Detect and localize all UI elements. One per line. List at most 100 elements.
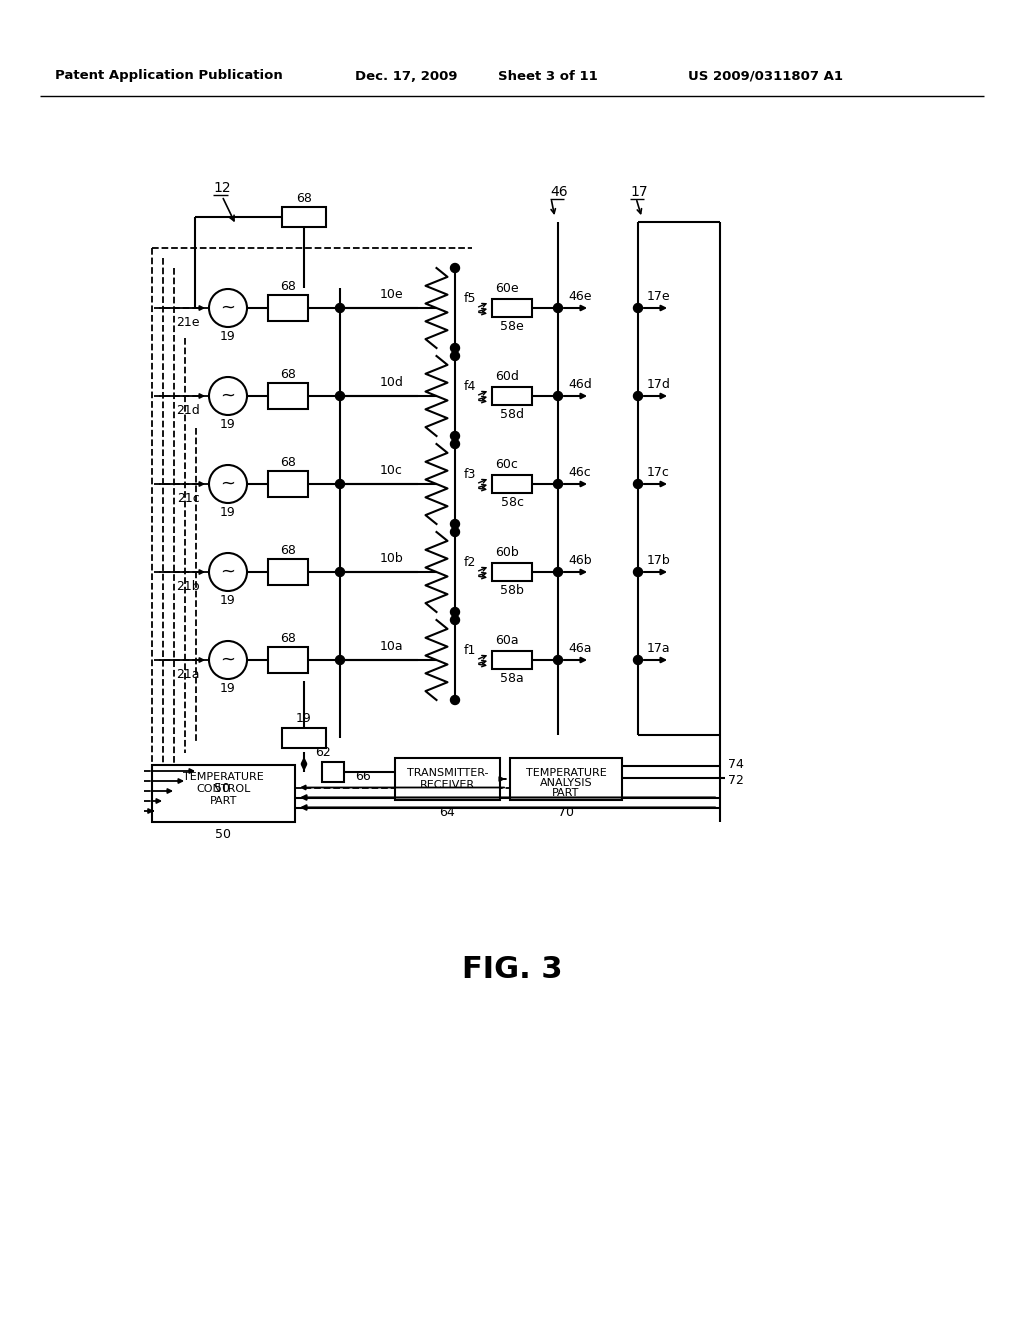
Text: 60d: 60d <box>495 371 519 384</box>
Text: 64: 64 <box>439 805 456 818</box>
Circle shape <box>554 392 562 400</box>
Text: 19: 19 <box>296 713 312 726</box>
Text: 68: 68 <box>280 544 296 557</box>
Circle shape <box>634 656 642 664</box>
Text: ~: ~ <box>220 387 236 405</box>
Bar <box>492 651 532 669</box>
Text: 58e: 58e <box>500 321 524 334</box>
Bar <box>492 387 532 405</box>
Text: 46a: 46a <box>568 642 592 655</box>
Text: 58d: 58d <box>500 408 524 421</box>
Text: RECEIVER: RECEIVER <box>420 780 475 789</box>
Text: 62: 62 <box>315 746 331 759</box>
Circle shape <box>451 615 460 624</box>
Text: 50: 50 <box>215 828 231 841</box>
Text: TEMPERATURE: TEMPERATURE <box>525 768 606 777</box>
Text: 10c: 10c <box>380 463 402 477</box>
Text: 12: 12 <box>213 181 230 195</box>
Text: f4: f4 <box>464 380 476 392</box>
Text: 68: 68 <box>280 455 296 469</box>
Circle shape <box>451 440 460 449</box>
Text: 60e: 60e <box>496 282 519 296</box>
Bar <box>492 300 532 317</box>
Bar <box>492 475 532 492</box>
Circle shape <box>554 656 562 664</box>
Bar <box>268 294 308 321</box>
Text: 19: 19 <box>220 330 236 342</box>
Text: 46c: 46c <box>568 466 591 479</box>
Text: 21c: 21c <box>177 491 200 504</box>
Text: TRANSMITTER-: TRANSMITTER- <box>407 768 488 777</box>
Text: 17c: 17c <box>647 466 670 479</box>
Text: US 2009/0311807 A1: US 2009/0311807 A1 <box>688 70 843 82</box>
Bar <box>152 766 295 822</box>
Text: 19: 19 <box>220 506 236 519</box>
Text: ~: ~ <box>220 475 236 492</box>
Text: f1: f1 <box>464 644 476 656</box>
Circle shape <box>336 568 344 577</box>
Text: 10b: 10b <box>380 552 403 565</box>
Circle shape <box>451 432 460 441</box>
Text: FIG. 3: FIG. 3 <box>462 956 562 985</box>
Text: 60c: 60c <box>496 458 518 471</box>
Text: 68: 68 <box>280 280 296 293</box>
Text: f2: f2 <box>464 556 476 569</box>
Text: 60b: 60b <box>496 546 519 560</box>
Circle shape <box>451 520 460 528</box>
Text: f5: f5 <box>464 292 476 305</box>
Text: ~: ~ <box>220 300 236 317</box>
Text: ~: ~ <box>220 651 236 669</box>
Text: Dec. 17, 2009: Dec. 17, 2009 <box>355 70 458 82</box>
Text: 19: 19 <box>220 681 236 694</box>
Text: 46e: 46e <box>568 289 592 302</box>
Text: 21e: 21e <box>176 315 200 329</box>
Circle shape <box>451 264 460 272</box>
Text: ANALYSIS: ANALYSIS <box>540 777 592 788</box>
Text: 19: 19 <box>220 417 236 430</box>
Bar <box>492 564 532 581</box>
Text: 19: 19 <box>220 594 236 606</box>
Text: PART: PART <box>210 796 238 807</box>
Bar <box>395 758 500 800</box>
Text: Sheet 3 of 11: Sheet 3 of 11 <box>498 70 598 82</box>
Circle shape <box>336 304 344 313</box>
Text: 10e: 10e <box>380 288 403 301</box>
Text: 46d: 46d <box>568 378 592 391</box>
Text: 58b: 58b <box>500 585 524 598</box>
Text: 10d: 10d <box>380 375 403 388</box>
Text: 21b: 21b <box>176 579 200 593</box>
Circle shape <box>336 392 344 400</box>
Text: 58c: 58c <box>501 496 523 510</box>
Text: 10a: 10a <box>380 639 403 652</box>
Text: 50: 50 <box>214 781 230 795</box>
Text: 17: 17 <box>630 185 647 199</box>
Circle shape <box>336 656 344 664</box>
Text: 21d: 21d <box>176 404 200 417</box>
Circle shape <box>554 304 562 313</box>
Text: ~: ~ <box>220 564 236 581</box>
Circle shape <box>451 351 460 360</box>
Circle shape <box>336 479 344 488</box>
Text: 21a: 21a <box>176 668 200 681</box>
Text: Patent Application Publication: Patent Application Publication <box>55 70 283 82</box>
Text: 72: 72 <box>728 774 743 787</box>
Circle shape <box>634 479 642 488</box>
Text: 58a: 58a <box>500 672 524 685</box>
Bar <box>510 758 622 800</box>
Bar <box>282 729 326 748</box>
Text: 66: 66 <box>355 770 371 783</box>
Circle shape <box>451 696 460 705</box>
Text: 17a: 17a <box>647 642 671 655</box>
Text: 46b: 46b <box>568 553 592 566</box>
Circle shape <box>451 607 460 616</box>
Circle shape <box>634 304 642 313</box>
Text: 74: 74 <box>728 758 743 771</box>
Bar <box>282 207 326 227</box>
Text: 70: 70 <box>558 805 574 818</box>
Circle shape <box>554 479 562 488</box>
Text: 68: 68 <box>280 367 296 380</box>
Bar <box>268 558 308 585</box>
Text: 60a: 60a <box>496 635 519 648</box>
Circle shape <box>451 343 460 352</box>
Text: PART: PART <box>552 788 580 799</box>
